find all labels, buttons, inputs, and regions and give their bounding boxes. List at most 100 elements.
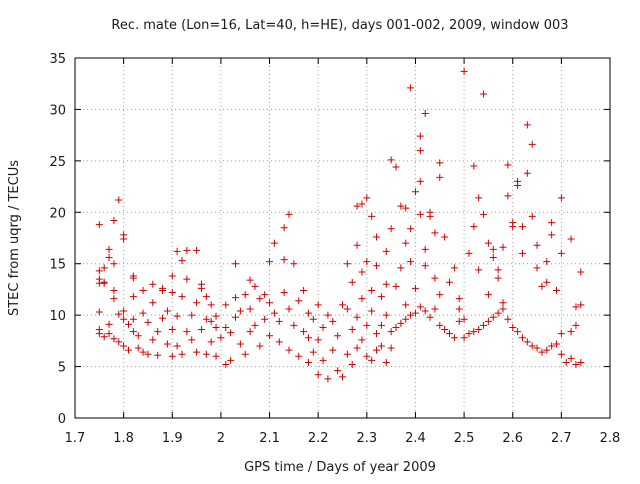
data-point — [100, 278, 108, 286]
data-point — [499, 299, 507, 307]
data-point — [363, 194, 371, 202]
data-point — [543, 346, 551, 354]
data-point — [538, 282, 546, 290]
data-point — [212, 312, 220, 320]
data-point — [183, 246, 191, 254]
data-point — [280, 289, 288, 297]
data-point — [358, 268, 366, 276]
data-point — [197, 326, 205, 334]
data-point — [348, 361, 356, 369]
data-point — [484, 317, 492, 325]
data-point — [562, 358, 570, 366]
data-point — [475, 194, 483, 202]
data-point — [173, 342, 181, 350]
data-point — [95, 267, 103, 275]
data-point — [577, 358, 585, 366]
data-point — [353, 344, 361, 352]
data-point — [387, 344, 395, 352]
x-tick-label: 1.7 — [65, 431, 86, 446]
data-point — [368, 286, 376, 294]
data-point — [115, 196, 123, 204]
data-point — [373, 262, 381, 270]
data-point — [236, 340, 244, 348]
data-point — [421, 110, 429, 118]
data-point — [407, 84, 415, 92]
data-point — [368, 356, 376, 364]
data-point — [329, 346, 337, 354]
data-point — [319, 323, 327, 331]
data-point — [533, 344, 541, 352]
data-point — [455, 305, 463, 313]
data-point — [100, 333, 108, 341]
data-point — [426, 313, 434, 321]
data-point — [446, 278, 453, 286]
data-point — [353, 241, 361, 249]
data-point — [105, 254, 113, 262]
data-points — [95, 67, 585, 383]
data-point — [499, 305, 507, 313]
data-point — [411, 284, 419, 292]
data-point — [246, 328, 254, 336]
data-point — [407, 258, 415, 266]
data-point — [314, 336, 322, 344]
data-point — [572, 303, 580, 311]
data-point — [334, 332, 342, 340]
data-point — [528, 342, 536, 350]
data-point — [324, 311, 332, 319]
data-point — [543, 278, 551, 286]
data-point — [183, 275, 191, 283]
data-point — [193, 299, 201, 307]
data-point — [178, 350, 186, 358]
x-tick-label: 2.7 — [551, 431, 572, 446]
data-point — [577, 268, 585, 276]
data-point — [241, 291, 249, 299]
data-point — [489, 313, 497, 321]
data-point — [105, 320, 113, 328]
data-point — [270, 309, 278, 317]
data-point — [494, 309, 502, 317]
data-point — [309, 348, 317, 356]
data-point — [504, 315, 512, 323]
data-point — [202, 293, 210, 301]
data-point — [193, 348, 201, 356]
data-point — [290, 260, 298, 268]
data-point — [343, 350, 351, 358]
data-point — [95, 330, 103, 338]
data-point — [509, 223, 517, 231]
data-point — [168, 326, 176, 334]
data-point — [572, 361, 580, 369]
data-point — [431, 274, 439, 282]
data-point — [222, 301, 230, 309]
data-point — [416, 147, 424, 155]
data-point — [105, 330, 113, 338]
data-point — [110, 295, 118, 303]
data-point — [241, 350, 249, 358]
data-point — [373, 346, 381, 354]
data-point — [348, 326, 356, 334]
y-tick-label: 15 — [49, 258, 66, 273]
data-point — [387, 225, 395, 233]
data-point — [110, 335, 118, 343]
data-point — [134, 332, 142, 340]
data-point — [353, 202, 361, 210]
data-point — [120, 342, 128, 350]
data-point — [523, 169, 531, 177]
data-point — [431, 305, 439, 313]
data-point — [314, 371, 322, 379]
data-point — [518, 223, 526, 231]
data-point — [290, 321, 298, 329]
data-point — [251, 282, 259, 290]
axis-ticks: 1.7 1.8 1.9 2 2.1 2.2 2.3 2.4 2.5 2.6 2.7 2.8 0 5 10 15… — [49, 52, 620, 446]
data-point — [236, 307, 244, 315]
data-point — [188, 336, 196, 344]
data-point — [358, 295, 366, 303]
data-point — [465, 330, 473, 338]
data-point — [163, 340, 171, 348]
data-point — [504, 161, 512, 169]
data-point — [421, 245, 429, 253]
data-point — [407, 311, 415, 319]
data-point — [266, 332, 274, 340]
data-point — [105, 245, 113, 253]
